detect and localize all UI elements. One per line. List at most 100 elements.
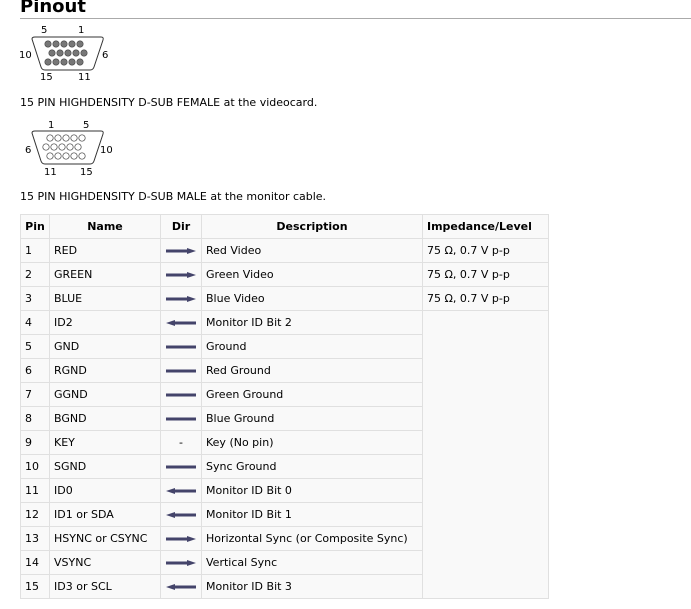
bidirectional-line-icon	[166, 393, 196, 397]
pin-description: Ground	[201, 334, 423, 359]
pin-hole	[46, 152, 54, 160]
pin-description: Red Ground	[201, 358, 423, 383]
pin-hole	[62, 134, 70, 142]
label: 1	[78, 25, 84, 36]
pin-name: ID2	[49, 310, 161, 335]
pin-hole	[66, 143, 74, 151]
pin-description: Sync Ground	[201, 454, 423, 479]
pin-direction	[160, 334, 202, 359]
label: 15	[80, 167, 93, 178]
pin-name: BGND	[49, 406, 161, 431]
pin-number: 14	[20, 550, 50, 575]
pin-description: Blue Ground	[201, 406, 423, 431]
pin-number: 11	[20, 478, 50, 503]
pin-hole	[78, 152, 86, 160]
table-row: 9 KEY - Key (No pin)	[20, 430, 549, 455]
label: 10	[100, 145, 113, 156]
arrow-left-icon	[166, 320, 196, 326]
pin-hole	[52, 40, 60, 48]
table-row: 1 RED Red Video 75 Ω, 0.7 V p-p	[20, 238, 549, 263]
pin-hole	[44, 40, 52, 48]
pin-hole	[60, 58, 68, 66]
arrow-right-icon	[166, 248, 196, 254]
pin-direction: -	[160, 430, 202, 455]
pin-description: Monitor ID Bit 2	[201, 310, 423, 335]
pin-hole	[48, 49, 56, 57]
pin-description: Monitor ID Bit 0	[201, 478, 423, 503]
pin-description: Monitor ID Bit 3	[201, 574, 423, 599]
pin-description: Blue Video	[201, 286, 423, 311]
table-row: 15 ID3 or SCL Monitor ID Bit 3	[20, 574, 549, 599]
pin-name: KEY	[49, 430, 161, 455]
pin-number: 7	[20, 382, 50, 407]
table-row: 3 BLUE Blue Video 75 Ω, 0.7 V p-p	[20, 286, 549, 311]
pin-hole	[62, 152, 70, 160]
pin-name: RGND	[49, 358, 161, 383]
pin-name: GGND	[49, 382, 161, 407]
pin-name: ID1 or SDA	[49, 502, 161, 527]
pin-hole	[44, 58, 52, 66]
table-row: 8 BGND Blue Ground	[20, 406, 549, 431]
pin-description: Key (No pin)	[201, 430, 423, 455]
table-row: 4 ID2 Monitor ID Bit 2	[20, 310, 549, 599]
header-impedance: Impedance/Level	[422, 214, 549, 239]
arrow-right-icon	[166, 272, 196, 278]
pin-number: 1	[20, 238, 50, 263]
pin-hole	[78, 134, 86, 142]
arrow-left-icon	[166, 488, 196, 494]
pin-hole	[70, 152, 78, 160]
label: 1	[48, 120, 54, 131]
table-header-row: Pin Name Dir Description Impedance/Level	[20, 214, 549, 239]
pin-number: 8	[20, 406, 50, 431]
arrow-left-icon	[166, 512, 196, 518]
arrow-left-icon	[166, 584, 196, 590]
header-name: Name	[49, 214, 161, 239]
pin-direction	[160, 358, 202, 383]
pin-hole	[42, 143, 50, 151]
pin-number: 6	[20, 358, 50, 383]
pin-number: 15	[20, 574, 50, 599]
pin-description: Green Video	[201, 262, 423, 287]
label: 5	[83, 120, 89, 131]
arrow-right-icon	[166, 296, 196, 302]
pin-name: RED	[49, 238, 161, 263]
header-description: Description	[201, 214, 423, 239]
arrow-right-icon	[166, 560, 196, 566]
male-connector-diagram: 1 5 6 10 11 15	[25, 120, 113, 178]
pin-hole	[52, 58, 60, 66]
pin-direction	[160, 310, 202, 335]
pin-hole	[68, 58, 76, 66]
label: 11	[44, 167, 57, 178]
header-pin: Pin	[20, 214, 50, 239]
pin-direction	[160, 382, 202, 407]
label: 6	[102, 50, 108, 61]
header-dir: Dir	[160, 214, 202, 239]
pin-hole	[72, 49, 80, 57]
table-row: 7 GGND Green Ground	[20, 382, 549, 407]
pin-hole	[46, 134, 54, 142]
pin-direction	[160, 286, 202, 311]
pin-hole	[54, 152, 62, 160]
label: 6	[25, 145, 31, 156]
pin-number: 10	[20, 454, 50, 479]
pin-description: Horizontal Sync (or Composite Sync)	[201, 526, 423, 551]
pin-name: BLUE	[49, 286, 161, 311]
female-connector-diagram: 5 1 10 6 15 11	[19, 25, 108, 83]
pin-number: 5	[20, 334, 50, 359]
bidirectional-line-icon	[166, 345, 196, 349]
no-direction: -	[179, 436, 183, 449]
pin-direction	[160, 574, 202, 599]
pin-description: Red Video	[201, 238, 423, 263]
pinout-table: Pin Name Dir Description Impedance/Level…	[20, 214, 549, 599]
table-row: 6 RGND Red Ground	[20, 358, 549, 383]
pin-direction	[160, 454, 202, 479]
pin-hole	[80, 49, 88, 57]
table-row: 5 GND Ground	[20, 334, 549, 359]
pin-direction	[160, 550, 202, 575]
pin-description: Green Ground	[201, 382, 423, 407]
pin-hole	[76, 58, 84, 66]
pin-name: HSYNC or CSYNC	[49, 526, 161, 551]
label: 10	[19, 50, 32, 61]
pin-hole	[56, 49, 64, 57]
pin-hole	[74, 143, 82, 151]
